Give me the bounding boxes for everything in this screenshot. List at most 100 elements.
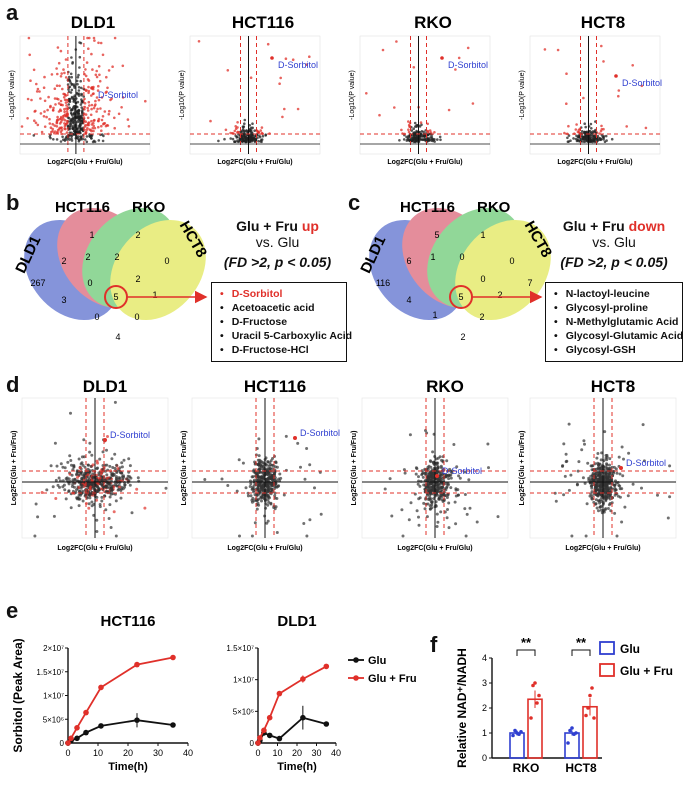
replicate-point: [568, 728, 572, 733]
volcano-point: [596, 134, 600, 138]
volcano-point: [90, 107, 93, 111]
scatter-point: [435, 490, 439, 494]
sorbitol-point: [90, 86, 94, 90]
volcano-point: [567, 134, 571, 137]
scatter-point: [251, 496, 255, 500]
volcano-point: [76, 76, 80, 79]
scatter-point: [116, 467, 120, 471]
volcano-point: [43, 75, 46, 79]
scatter-point: [267, 495, 271, 499]
volcano-point: [70, 139, 74, 142]
scatter-point: [121, 477, 125, 481]
scatter-point: [53, 441, 57, 445]
scatter-point: [273, 471, 277, 475]
venn-down-region: 116: [376, 278, 390, 288]
volcano-point: [224, 128, 228, 132]
venn-down-region: 2: [479, 312, 484, 322]
scatter-point: [257, 454, 261, 458]
venn-down-region: 4: [406, 295, 411, 305]
scatter-point: [71, 482, 75, 486]
scatter-point: [429, 465, 433, 469]
scatter-point: [82, 474, 86, 478]
y-axis-label: Relative NAD⁺/NADH: [455, 648, 469, 768]
scatter-point: [318, 470, 322, 474]
volcano-point: [78, 114, 81, 117]
volcano-ylabel: -Log10(P value): [179, 70, 186, 120]
volcano-point: [71, 107, 74, 111]
scatter-point: [112, 510, 116, 514]
scatter-point: [120, 465, 124, 469]
volcano-point: [574, 128, 578, 131]
venn-up-set-hct8: [110, 219, 206, 321]
scatter-point: [403, 471, 407, 475]
scatter-point: [104, 485, 108, 489]
scatter-point: [390, 514, 394, 518]
volcano-point: [583, 135, 586, 139]
scatter-point: [599, 483, 603, 487]
volcano-point: [95, 69, 98, 73]
y-tick-label: 0: [482, 753, 487, 763]
volcano-point: [244, 138, 248, 142]
volcano-point: [55, 67, 58, 70]
scatter-point: [388, 477, 392, 481]
sorbitol-annotation: D-Sorbitol: [278, 60, 318, 70]
volcano-point: [59, 99, 63, 103]
scatter-point: [274, 482, 278, 486]
volcano-point: [68, 131, 72, 134]
volcano-point: [87, 79, 91, 82]
volcano-point: [92, 106, 96, 110]
scatter-point: [595, 506, 599, 510]
y-tick-label: 5×10⁶: [43, 715, 64, 724]
volcano-point: [238, 138, 242, 141]
scatter-point: [590, 486, 594, 490]
venn-down-region: 0: [509, 256, 514, 266]
list-item: D-Fructose-HCl: [220, 343, 338, 357]
venn-up-diagram: DLD1 HCT116 RKO HCT8 1 2 2 0 267 2 2 2 3…: [12, 199, 210, 342]
volcano-point: [73, 116, 76, 120]
scatter-point: [594, 490, 598, 493]
volcano-point: [264, 133, 268, 136]
scatter-point: [86, 463, 90, 467]
scatter-point: [95, 498, 99, 502]
scatter-point: [458, 476, 462, 480]
scatter-point: [599, 500, 603, 503]
scatter-point: [120, 461, 124, 465]
scatter-point: [426, 478, 430, 482]
scatter-point: [270, 476, 274, 479]
scatter-point: [80, 476, 84, 480]
volcano-point: [80, 116, 84, 120]
scatter-point: [581, 476, 585, 480]
scatter-point: [106, 435, 109, 438]
volcano-point: [50, 73, 54, 76]
scatter-point: [88, 496, 92, 500]
scatter-point: [597, 488, 601, 492]
volcano-point: [602, 138, 605, 141]
replicate-point: [574, 731, 578, 735]
scatter-point: [422, 501, 426, 505]
scatter-xlabel: Log2FC(Glu + Fru/Glu): [397, 545, 472, 552]
volcano-point: [405, 135, 408, 139]
volcano-point: [599, 138, 603, 142]
volcano-point: [64, 76, 68, 79]
scatter-point: [617, 455, 621, 459]
volcano-point: [77, 73, 80, 77]
volcano-point: [57, 61, 61, 65]
venn-up-title: Glu + Fru up vs. Glu (FD >2, p < 0.05): [223, 218, 332, 270]
scatter-point: [248, 485, 252, 488]
volcano-point: [407, 120, 410, 123]
scatter-point: [668, 495, 672, 499]
volcano-point: [88, 104, 91, 107]
scatter-point: [585, 502, 589, 506]
scatter-point: [618, 495, 622, 499]
scatter-point: [96, 461, 99, 465]
volcano-point: [457, 56, 461, 60]
scatter-point: [68, 454, 72, 458]
volcano-point: [70, 112, 73, 116]
volcano-point: [90, 103, 94, 107]
volcano-point: [466, 46, 470, 50]
replicate-point: [592, 716, 596, 720]
volcano-point: [574, 137, 578, 141]
scatter-point: [226, 484, 230, 487]
volcano-point: [71, 61, 74, 64]
sorbitol-point: [440, 56, 444, 60]
